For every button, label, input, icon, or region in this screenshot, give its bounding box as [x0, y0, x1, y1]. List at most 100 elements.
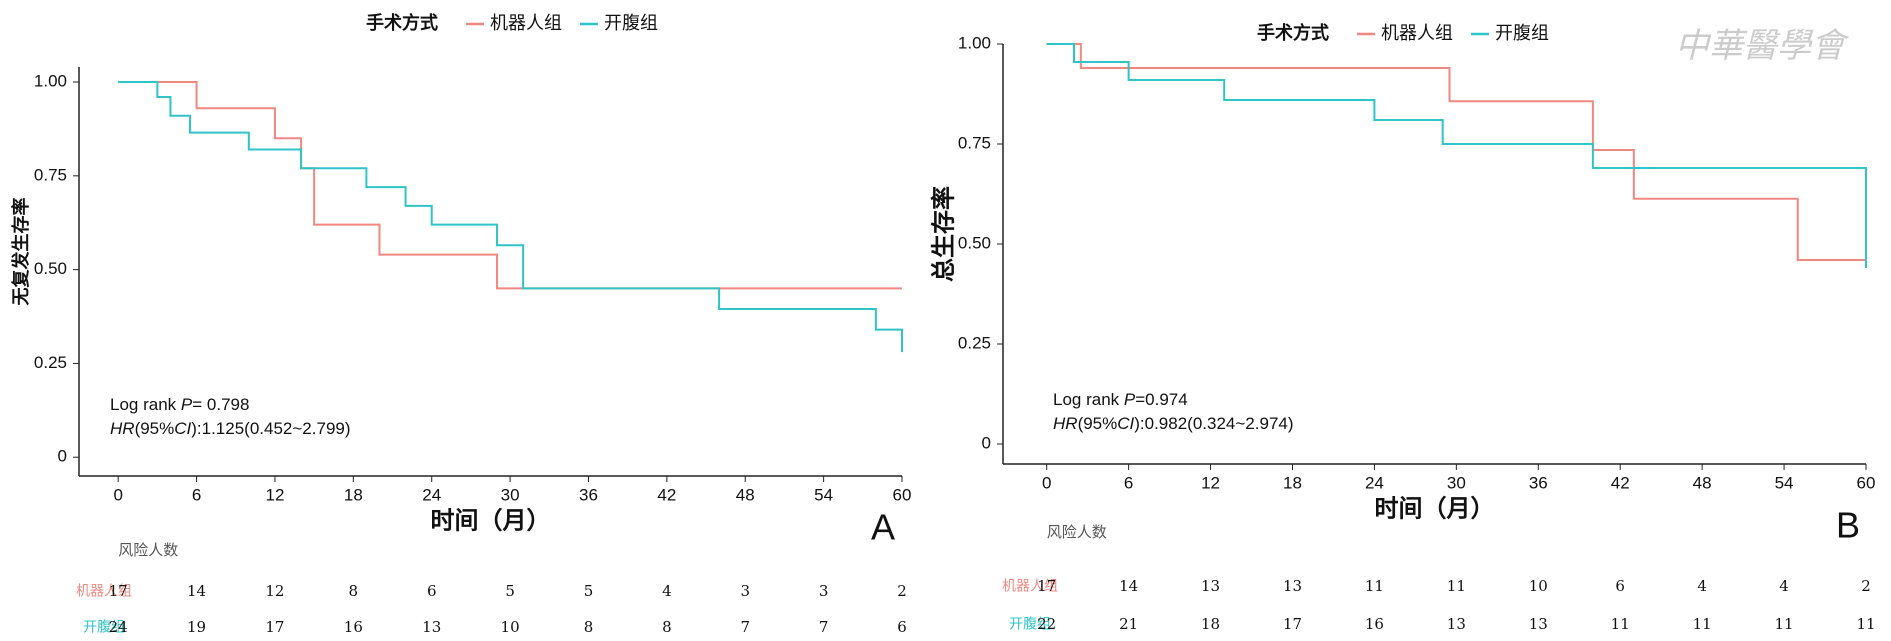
annotation-part: ):0.982(0.324~2.974): [1134, 414, 1293, 433]
risk-row-name: 机器人组: [1002, 578, 1058, 594]
legend-label: 机器人组: [490, 13, 562, 33]
x-tick-label: 30: [501, 485, 520, 504]
x-tick-label: 24: [422, 485, 441, 504]
x-axis-label: 时间（月）: [431, 507, 551, 534]
annotation-part: HR: [1053, 414, 1078, 433]
x-tick-label: 24: [1365, 473, 1384, 492]
risk-count: 11: [1693, 615, 1712, 633]
risk-count: 2: [1861, 577, 1871, 595]
annotation-part: CI: [1117, 414, 1134, 433]
survival-curve: [118, 81, 903, 353]
survival-curve: [1046, 43, 1866, 261]
y-tick-label: 0.25: [34, 353, 67, 372]
risk-count: 13: [1201, 577, 1220, 595]
annotation-part: (95%: [1078, 414, 1118, 433]
y-tick-label: 0.50: [958, 233, 991, 252]
x-tick-label: 12: [265, 485, 284, 504]
risk-count: 17: [265, 618, 284, 636]
risk-count: 11: [1365, 577, 1384, 595]
risk-count: 10: [1529, 577, 1548, 595]
y-tick-label: 0.75: [34, 165, 67, 184]
watermark: 中華醫學會: [1675, 26, 1850, 66]
x-tick-label: 48: [1693, 473, 1712, 492]
annotation-part: P: [181, 395, 193, 414]
annotation: Log rank P= 0.798: [110, 395, 249, 414]
risk-count: 4: [1779, 577, 1789, 595]
annotation-part: =0.974: [1135, 390, 1187, 409]
panel-letter: A: [871, 507, 895, 548]
x-tick-label: 30: [1447, 473, 1466, 492]
risk-count: 11: [1775, 615, 1794, 633]
risk-count: 7: [819, 618, 829, 636]
y-tick-label: 0.50: [34, 259, 67, 278]
risk-count: 2: [897, 582, 907, 600]
risk-count: 4: [1697, 577, 1707, 595]
legend-title: 手术方式: [366, 12, 438, 33]
x-tick-label: 6: [1124, 473, 1133, 492]
risk-count: 7: [740, 618, 750, 636]
risk-count: 8: [584, 618, 594, 636]
x-tick-label: 18: [1283, 473, 1302, 492]
y-tick-label: 0.75: [958, 133, 991, 152]
annotation-part: HR: [110, 419, 135, 438]
x-tick-label: 54: [814, 485, 833, 504]
x-tick-label: 60: [893, 485, 912, 504]
risk-count: 8: [662, 618, 672, 636]
risk-count: 3: [819, 582, 829, 600]
y-tick-label: 0.25: [958, 333, 991, 352]
annotation-part: ):1.125(0.452~2.799): [191, 419, 350, 438]
risk-row-name: 开腹组: [83, 619, 125, 635]
risk-count: 11: [1856, 615, 1875, 633]
legend-label: 开腹组: [1495, 23, 1549, 43]
annotation-part: Log rank: [1053, 390, 1124, 409]
risk-count: 6: [897, 618, 907, 636]
risk-count: 8: [349, 582, 359, 600]
y-tick-label: 0: [58, 447, 67, 466]
survival-curve: [1046, 43, 1867, 268]
risk-count: 16: [1365, 615, 1384, 633]
risk-row-name: 开腹组: [1009, 616, 1051, 632]
annotation-part: CI: [174, 419, 191, 438]
legend-label: 开腹组: [604, 13, 658, 33]
x-tick-label: 42: [657, 485, 676, 504]
x-tick-label: 48: [736, 485, 755, 504]
risk-count: 17: [1037, 577, 1056, 595]
x-tick-label: 6: [192, 485, 201, 504]
risk-count: 6: [1615, 577, 1625, 595]
risk-count: 5: [505, 582, 515, 600]
annotation: Log rank P=0.974: [1053, 390, 1188, 409]
x-tick-label: 12: [1201, 473, 1220, 492]
annotation-part: Log rank: [110, 395, 181, 414]
annotation: HR(95%CI):1.125(0.452~2.799): [110, 419, 351, 438]
risk-count: 22: [1037, 615, 1056, 633]
x-tick-label: 60: [1857, 473, 1876, 492]
risk-row-name: 机器人组: [76, 583, 132, 599]
x-tick-label: 36: [1529, 473, 1548, 492]
risk-count: 16: [344, 618, 363, 636]
risk-count: 4: [662, 582, 672, 600]
x-tick-label: 0: [113, 485, 122, 504]
legend-title: 手术方式: [1257, 22, 1329, 43]
risk-count: 14: [1119, 577, 1138, 595]
risk-count: 10: [501, 618, 520, 636]
risk-count: 11: [1611, 615, 1630, 633]
risk-count: 13: [1447, 615, 1466, 633]
risk-table-title: 风险人数: [1047, 523, 1107, 541]
risk-count: 17: [109, 582, 128, 600]
risk-table-title: 风险人数: [118, 541, 178, 559]
risk-count: 14: [187, 582, 206, 600]
y-tick-label: 1.00: [34, 71, 67, 90]
annotation-part: = 0.798: [192, 395, 249, 414]
y-tick-label: 1.00: [958, 33, 991, 52]
risk-count: 3: [740, 582, 750, 600]
risk-count: 13: [422, 618, 441, 636]
panel-letter: B: [1836, 505, 1860, 546]
annotation: HR(95%CI):0.982(0.324~2.974): [1053, 414, 1294, 433]
x-axis-label: 时间（月）: [1375, 495, 1495, 522]
risk-count: 24: [109, 618, 128, 636]
x-tick-label: 36: [579, 485, 598, 504]
annotation-part: P: [1124, 390, 1136, 409]
risk-count: 17: [1283, 615, 1302, 633]
y-axis-label: 总生存率: [929, 186, 957, 282]
